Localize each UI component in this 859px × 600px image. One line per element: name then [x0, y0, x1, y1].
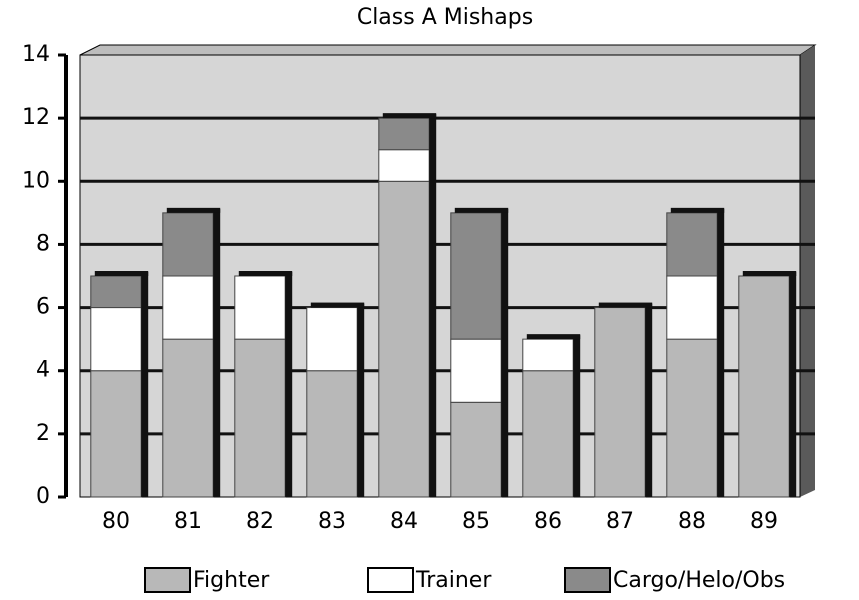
bar-cap	[454, 207, 509, 213]
bar-segment	[522, 370, 574, 498]
x-tick-label: 80	[102, 509, 130, 534]
bar-segment	[162, 212, 214, 277]
bar-segment	[162, 338, 214, 498]
bar-segment	[738, 275, 790, 498]
bar-segment	[90, 275, 142, 309]
bar-shadow	[573, 335, 581, 497]
bar-cap	[166, 207, 221, 213]
x-tick-label: 81	[174, 509, 202, 534]
bar-cap	[382, 113, 437, 119]
bar-cap	[310, 302, 365, 308]
bar-segment	[666, 212, 718, 277]
plot-side	[800, 45, 815, 497]
x-tick-label: 85	[462, 509, 490, 534]
chart-title: Class A Mishaps	[357, 5, 533, 30]
bar-shadow	[429, 114, 437, 498]
bar-segment	[378, 180, 430, 498]
bar-segment	[666, 338, 718, 498]
x-tick-label: 88	[678, 509, 706, 534]
y-tick-label: 12	[22, 105, 50, 130]
legend-swatch	[144, 567, 191, 593]
x-tick-label: 87	[606, 509, 634, 534]
bar-shadow	[717, 208, 725, 497]
bar-segment	[162, 275, 214, 340]
bar-shadow	[213, 208, 221, 497]
bar-segment	[450, 212, 502, 340]
bar-segment	[450, 401, 502, 498]
bar-shadow	[789, 272, 797, 497]
y-tick-label: 10	[22, 168, 50, 193]
legend-swatch	[564, 567, 611, 593]
bar-cap	[598, 302, 653, 308]
bar-cap	[670, 207, 725, 213]
bar-segment	[234, 338, 286, 498]
bar-segment	[594, 307, 646, 498]
x-tick-label: 86	[534, 509, 562, 534]
legend-swatch	[367, 567, 414, 593]
bar-segment	[378, 149, 430, 182]
bar-shadow	[357, 303, 365, 497]
y-tick-label: 2	[36, 421, 50, 446]
bar-segment	[522, 338, 574, 372]
bar-segment	[306, 307, 358, 372]
y-tick-label: 4	[36, 358, 50, 383]
bar-segment	[234, 275, 286, 340]
y-tick-label: 6	[36, 295, 50, 320]
y-tick-label: 14	[22, 42, 50, 67]
legend-label: Trainer	[415, 568, 492, 593]
x-tick-label: 83	[318, 509, 346, 534]
bar-shadow	[645, 303, 653, 497]
y-tick-label: 0	[36, 484, 50, 509]
bar-cap	[238, 271, 293, 276]
bar-shadow	[141, 272, 149, 497]
bar-shadow	[285, 272, 293, 497]
bar-segment	[450, 338, 502, 403]
x-tick-label: 82	[246, 509, 274, 534]
bar-shadow	[501, 208, 509, 497]
bar-cap	[742, 271, 797, 276]
x-tick-label: 89	[750, 509, 778, 534]
bar-segment	[306, 370, 358, 498]
bar-cap	[94, 271, 149, 276]
y-tick-label: 8	[36, 231, 50, 256]
plot-top	[79, 44, 817, 56]
bar-segment	[378, 117, 430, 151]
bar-segment	[666, 275, 718, 340]
legend-label: Cargo/Helo/Obs	[613, 568, 785, 593]
x-tick-label: 84	[390, 509, 418, 534]
bar-segment	[90, 307, 142, 372]
bar-cap	[526, 334, 581, 340]
legend-label: Fighter	[193, 568, 270, 593]
bar-segment	[90, 370, 142, 498]
